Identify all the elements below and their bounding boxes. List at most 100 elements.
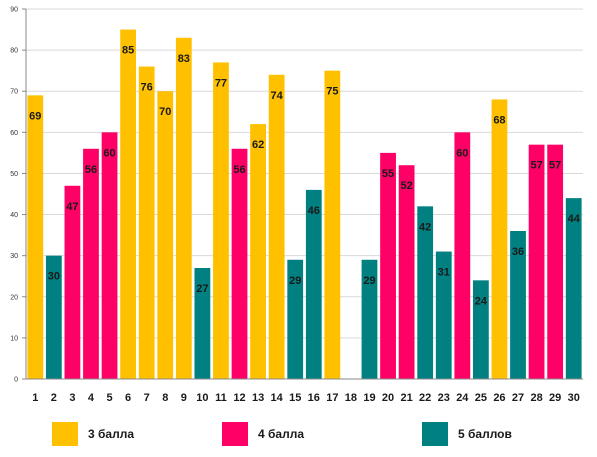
y-tick-label: 90 (10, 7, 18, 14)
data-label: 70 (159, 106, 171, 118)
x-tick-label: 25 (475, 392, 487, 404)
y-tick-label: 20 (10, 294, 18, 301)
x-tick-label: 29 (549, 392, 561, 404)
data-label: 27 (196, 283, 208, 295)
data-label: 57 (549, 160, 561, 172)
x-tick-label: 8 (162, 392, 168, 404)
x-tick-label: 10 (196, 392, 208, 404)
x-tick-label: 30 (568, 392, 580, 404)
gridlines (26, 8, 583, 380)
bar (213, 62, 229, 379)
bar (305, 189, 322, 379)
x-tick-label: 23 (438, 392, 450, 404)
x-tick-label: 19 (363, 392, 375, 404)
y-tick-label: 0 (14, 377, 18, 384)
legend-item-5-ballov: 5 баллов (422, 421, 512, 447)
bar (194, 268, 211, 379)
x-tick-label: 21 (400, 392, 412, 404)
data-label: 77 (215, 77, 227, 89)
y-tick-label: 80 (10, 48, 18, 55)
y-tick-label: 50 (10, 171, 18, 178)
y-tick-label: 70 (10, 89, 18, 96)
y-tick-label: 60 (10, 130, 18, 137)
x-tick-label: 11 (215, 392, 227, 404)
x-tick-label: 13 (252, 392, 264, 404)
x-tick-label: 4 (88, 392, 95, 404)
data-label: 85 (122, 45, 134, 57)
bar (120, 29, 137, 380)
bar (361, 259, 378, 379)
legend-label-3-balla: 3 балла (88, 427, 135, 441)
x-tick-label: 15 (289, 392, 301, 404)
data-label: 44 (568, 213, 581, 225)
bar (231, 148, 248, 379)
legend-label-4-balla: 4 балла (258, 427, 305, 441)
x-tick-label: 9 (181, 392, 187, 404)
legend-swatch-4-balla (222, 422, 248, 446)
bar (287, 259, 304, 379)
legend-item-4-balla: 4 балла (222, 421, 304, 447)
y-tick-label: 10 (10, 335, 18, 342)
x-tick-label: 6 (125, 392, 131, 404)
x-tick-label: 27 (512, 392, 524, 404)
bar (454, 132, 471, 379)
y-tick-label: 30 (10, 253, 18, 260)
data-label: 47 (66, 201, 78, 213)
x-tick-label: 5 (106, 392, 112, 404)
bar (27, 95, 44, 379)
x-tick-label: 1 (32, 392, 38, 404)
bars (27, 29, 582, 380)
bar (83, 148, 99, 379)
bar (398, 165, 415, 379)
x-tick-label: 24 (456, 392, 469, 404)
legend-label-5-ballov: 5 баллов (458, 427, 512, 441)
data-label: 46 (308, 205, 320, 217)
y-tick-label: 40 (10, 212, 18, 219)
data-label: 56 (233, 164, 245, 176)
bar (435, 251, 452, 379)
data-label: 75 (326, 86, 338, 98)
bar (138, 66, 155, 380)
x-tick-label: 3 (69, 392, 75, 404)
bar (547, 144, 564, 379)
data-label: 42 (419, 221, 431, 233)
data-label: 62 (252, 139, 264, 151)
data-label: 60 (456, 147, 468, 159)
x-tick-label: 16 (308, 392, 320, 404)
data-label: 69 (29, 110, 41, 122)
bar (528, 144, 545, 379)
x-tick-label: 17 (326, 392, 338, 404)
data-label: 36 (512, 246, 524, 258)
data-label: 74 (271, 90, 284, 102)
x-tick-label: 14 (271, 392, 284, 404)
data-label: 56 (85, 164, 97, 176)
data-labels: 69 30 47 56 60 85 76 70 83 27 77 56 62 74 29 46 75 29 55 52… (29, 45, 581, 308)
bar (45, 255, 62, 379)
data-label: 29 (363, 275, 375, 287)
y-axis: 0 10 20 30 40 50 60 70 80 90 (10, 7, 27, 384)
data-label: 52 (400, 180, 412, 192)
x-tick-label: 18 (345, 392, 357, 404)
legend-item-3-balla: 3 балла (52, 421, 134, 447)
x-tick-label: 22 (419, 392, 431, 404)
x-tick-label: 12 (233, 392, 245, 404)
bar (250, 124, 266, 379)
data-label: 31 (438, 267, 450, 279)
data-label: 83 (178, 53, 190, 65)
x-axis: 1 2 3 4 5 6 7 8 9 10 11 12 13 14 15 16 17 18 19 20 21 22 23 24 2… (26, 378, 583, 404)
data-label: 60 (103, 147, 115, 159)
bar (157, 91, 174, 379)
bar (472, 280, 489, 379)
data-label: 29 (289, 275, 301, 287)
data-label: 24 (475, 295, 488, 307)
bar (510, 231, 526, 379)
x-tick-label: 28 (530, 392, 542, 404)
legend-swatch-5-ballov (422, 422, 448, 446)
x-tick-label: 26 (493, 392, 505, 404)
data-label: 68 (493, 114, 505, 126)
x-tick-label: 7 (144, 392, 150, 404)
bar (417, 206, 434, 379)
bar (565, 198, 582, 379)
bar (380, 152, 396, 379)
